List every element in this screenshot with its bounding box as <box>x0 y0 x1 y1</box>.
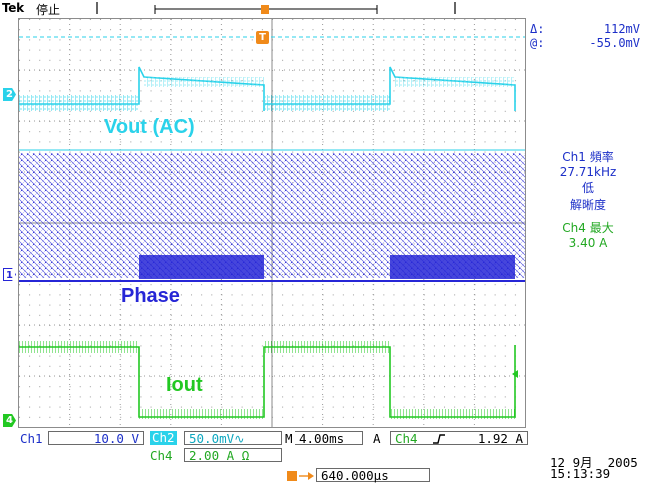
ch1-freq-label: Ch1 頻率 <box>562 150 614 164</box>
bandwidth-limit-icon: ∿ <box>234 431 245 446</box>
trigger-level: 1.92 A <box>477 431 523 446</box>
ch2-scale: 50.0mV <box>189 431 235 446</box>
date-label: 12 9月 2005 <box>550 455 638 470</box>
ch1-ground-marker[interactable]: 1 <box>3 268 16 281</box>
trigger-position-value: 640.000µs <box>321 468 389 483</box>
ch4-scale-box[interactable]: 2.00 A Ω <box>184 448 282 463</box>
delta-label: Δ: <box>530 22 545 36</box>
ch1-waveform <box>19 153 525 282</box>
trigger-box[interactable]: Ch4 1.92 A <box>390 431 528 446</box>
brand-label: Tek <box>2 1 24 15</box>
ch2-scale-box[interactable]: 50.0mV∿ <box>184 431 282 446</box>
trigger-channel: Ch4 <box>395 431 418 446</box>
timebase-label: M <box>285 431 293 446</box>
ch1-scale-box[interactable]: 10.0 V <box>48 431 144 446</box>
timebase-value: 4.00ms <box>299 431 345 446</box>
arrow-right-icon <box>299 472 314 480</box>
ch1-low-label: 低 <box>581 181 594 195</box>
ch1-label[interactable]: Ch1 <box>20 431 43 446</box>
trigger-position-box[interactable]: 640.000µs <box>316 468 430 483</box>
at-value: -55.0mV <box>589 36 640 50</box>
ch2-ground-marker[interactable]: 2 <box>3 88 16 101</box>
impedance-icon: Ω <box>241 448 250 463</box>
settings-bar: Ch1 10.0 V Ch2 50.0mV∿ M 4.00ms A Ch4 1.… <box>0 430 648 483</box>
vout-label: Vout (AC) <box>104 116 195 138</box>
delta-value: 112mV <box>603 22 640 36</box>
ch1-freq-value: 27.71kHz <box>559 165 617 179</box>
trigger-position-marker[interactable]: T <box>256 31 269 44</box>
acquisition-status: 停止 <box>36 3 61 17</box>
time-label: 15:13:39 <box>550 466 611 481</box>
record-position-indicator <box>96 2 456 14</box>
cursor-readout: Δ: 112mV @: -55.0mV <box>530 22 646 50</box>
rising-edge-icon <box>433 434 446 444</box>
ch4-ground-marker[interactable]: 4 <box>3 414 16 427</box>
trigger-level-marker[interactable] <box>512 370 518 378</box>
top-status-bar: Tek 停止 <box>0 0 648 17</box>
ch4-scale: 2.00 A <box>189 448 235 463</box>
trigger-mode: A <box>373 431 381 446</box>
ch1-resolution-label: 解晰度 <box>569 198 606 212</box>
ch1-scale: 10.0 V <box>93 431 139 446</box>
ch4-waveform <box>19 341 516 419</box>
iout-label: Iout <box>166 374 203 396</box>
phase-label: Phase <box>121 285 180 307</box>
ch4-max-label: Ch4 最大 <box>562 221 614 235</box>
at-label: @: <box>530 36 545 50</box>
ch4-max-value: 3.40 A <box>568 236 608 250</box>
trigger-position-icon <box>287 471 297 481</box>
waveform-display[interactable] <box>18 18 526 428</box>
ch2-waveform <box>19 66 516 111</box>
graticule <box>19 19 525 427</box>
measurement-panel: Ch1 頻率 27.71kHz 低 解晰度 Ch4 最大 3.40 A <box>530 148 646 250</box>
ch4-label[interactable]: Ch4 <box>150 448 173 463</box>
ch2-label[interactable]: Ch2 <box>150 430 177 445</box>
timebase-box[interactable]: 4.00ms <box>295 431 363 446</box>
